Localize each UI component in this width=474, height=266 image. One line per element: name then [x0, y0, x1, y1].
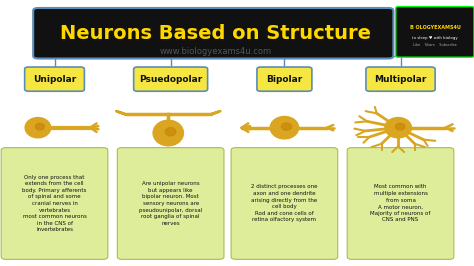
FancyBboxPatch shape [134, 67, 208, 91]
FancyBboxPatch shape [117, 148, 224, 259]
Text: Psuedopolar: Psuedopolar [139, 74, 202, 84]
Ellipse shape [385, 118, 411, 138]
Text: to sleep ♥ with biology: to sleep ♥ with biology [412, 36, 458, 40]
Ellipse shape [153, 120, 183, 146]
Text: Multipolar: Multipolar [374, 74, 427, 84]
Ellipse shape [165, 128, 176, 136]
Ellipse shape [25, 118, 51, 138]
Ellipse shape [395, 123, 405, 130]
Text: www.biologyexams4u.com: www.biologyexams4u.com [160, 47, 272, 56]
Ellipse shape [282, 123, 292, 130]
FancyBboxPatch shape [231, 148, 337, 259]
Text: Most common with
multiple extensions
from soma
A motor neuron,
Majority of neuro: Most common with multiple extensions fro… [370, 185, 431, 222]
FancyBboxPatch shape [366, 67, 435, 91]
FancyBboxPatch shape [33, 8, 393, 59]
Text: Are unipolar neurons
but appears like
bipolar neuron. Most
sensory neurons are
p: Are unipolar neurons but appears like bi… [139, 181, 202, 226]
Ellipse shape [270, 117, 299, 139]
FancyBboxPatch shape [347, 148, 454, 259]
FancyBboxPatch shape [1, 148, 108, 259]
Text: Only one process that
extends from the cell
body. Primary afferents
of spinal an: Only one process that extends from the c… [22, 174, 87, 232]
FancyBboxPatch shape [257, 67, 312, 91]
Text: Bipolar: Bipolar [266, 74, 302, 84]
Text: Neurons Based on Structure: Neurons Based on Structure [60, 24, 371, 43]
FancyBboxPatch shape [25, 67, 84, 91]
FancyBboxPatch shape [396, 7, 474, 57]
Ellipse shape [36, 123, 45, 130]
Text: B OLOGYEXAMS4U: B OLOGYEXAMS4U [410, 26, 461, 30]
Text: 2 distinct processes one
axon and one dendrite
arising directly from the
cell bo: 2 distinct processes one axon and one de… [251, 185, 318, 222]
Text: Unipolar: Unipolar [33, 74, 76, 84]
Text: Like    Share    Subscribe: Like Share Subscribe [413, 43, 457, 47]
